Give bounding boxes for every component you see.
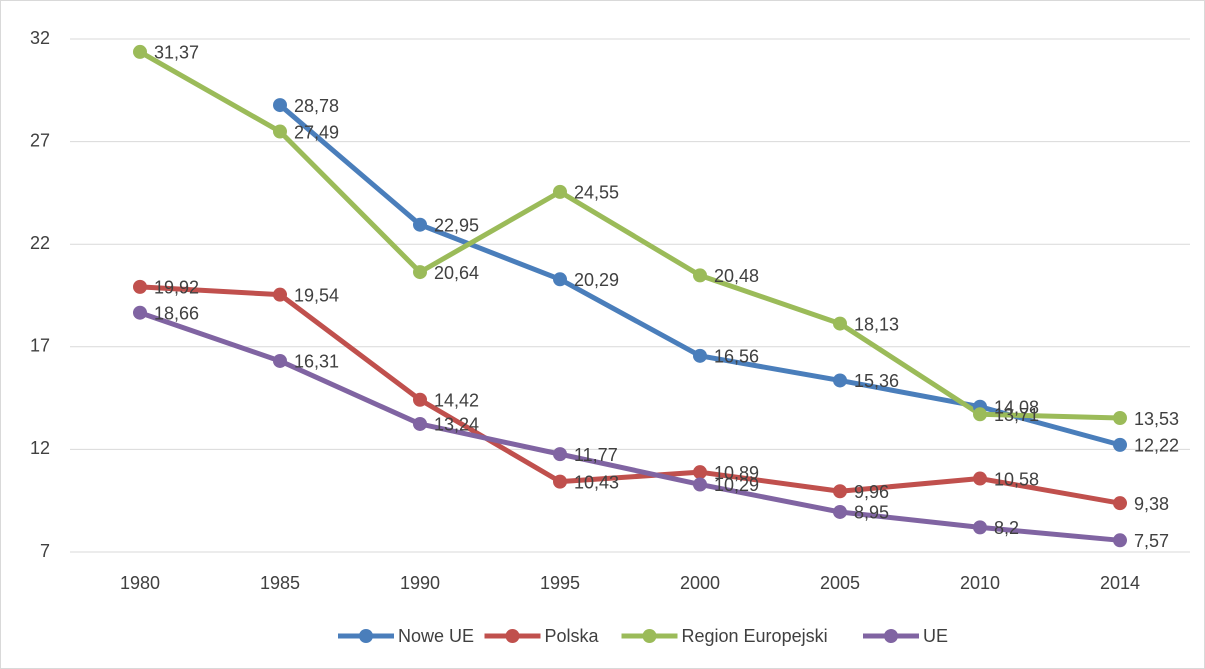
data-label: 10,43 (574, 472, 619, 492)
data-label: 9,96 (854, 482, 889, 502)
point (413, 392, 427, 407)
legend-marker (505, 629, 520, 643)
data-label: 24,55 (574, 183, 619, 203)
point (273, 98, 287, 113)
point (553, 447, 567, 462)
data-label: 20,64 (434, 263, 479, 283)
x-tick-label: 2014 (1100, 573, 1140, 593)
y-tick-label: 17 (30, 336, 50, 356)
series-line (137, 49, 1123, 421)
series-line (137, 310, 1123, 543)
data-label: 19,92 (154, 278, 199, 298)
data-label: 7,57 (1134, 531, 1169, 551)
data-label: 19,54 (294, 285, 339, 305)
data-label: 27,49 (294, 122, 339, 142)
point (273, 353, 287, 368)
point (973, 471, 987, 486)
data-label: 14,08 (994, 397, 1039, 417)
point (273, 287, 287, 302)
point (1113, 533, 1127, 548)
point (553, 184, 567, 199)
series-line (137, 284, 1123, 506)
data-label: 31,37 (154, 43, 199, 63)
data-label: 20,48 (714, 266, 759, 286)
y-tick-label: 22 (30, 233, 50, 253)
y-tick-label: 7 (40, 541, 50, 561)
point (413, 416, 427, 431)
point (1113, 437, 1127, 452)
point (1113, 496, 1127, 511)
x-tick-label: 1985 (260, 573, 300, 593)
legend-marker (642, 629, 657, 643)
legend-label: Region Europejski (682, 626, 828, 646)
data-label: 16,56 (714, 347, 759, 367)
data-label: 22,95 (434, 215, 479, 235)
data-label: 18,13 (854, 314, 899, 334)
data-label: 10,58 (994, 469, 1039, 489)
data-label: 13,53 (1134, 409, 1179, 429)
legend-label: UE (923, 626, 948, 646)
y-tick-label: 32 (30, 28, 50, 48)
point (133, 279, 147, 294)
point (693, 348, 707, 363)
data-label: 13,71 (994, 405, 1039, 425)
point (693, 268, 707, 283)
point (693, 465, 707, 480)
data-label: 10,29 (714, 475, 759, 495)
legend-label: Polska (545, 626, 600, 646)
data-label: 9,38 (1134, 494, 1169, 514)
point (553, 272, 567, 287)
point (833, 316, 847, 331)
data-label: 13,24 (434, 415, 479, 435)
legend-marker (359, 629, 373, 643)
point (833, 373, 847, 388)
y-tick-label: 12 (30, 438, 50, 458)
point (413, 217, 427, 232)
x-tick-label: 2010 (960, 573, 1000, 593)
point (133, 305, 147, 320)
point (693, 477, 707, 492)
point (973, 520, 987, 535)
point (553, 474, 567, 489)
data-label: 20,29 (574, 270, 619, 290)
y-tick-label: 27 (30, 130, 50, 150)
data-label: 12,22 (1134, 436, 1179, 456)
data-label: 16,31 (294, 352, 339, 372)
data-label: 28,78 (294, 96, 339, 116)
x-tick-label: 2005 (820, 573, 860, 593)
data-label: 8,95 (854, 503, 889, 523)
point (133, 44, 147, 59)
data-label: 10,89 (714, 463, 759, 483)
point (973, 407, 987, 422)
data-label: 18,66 (154, 303, 199, 323)
data-label: 15,36 (854, 371, 899, 391)
point (1113, 411, 1127, 426)
x-tick-label: 1980 (120, 573, 160, 593)
point (273, 124, 287, 139)
point (833, 484, 847, 499)
point (833, 504, 847, 519)
data-label: 8,2 (994, 518, 1019, 538)
x-tick-label: 1990 (400, 573, 440, 593)
data-label: 14,42 (434, 390, 479, 410)
x-tick-label: 1995 (540, 573, 580, 593)
data-label: 11,77 (574, 445, 618, 465)
legend-label: Nowe UE (398, 626, 474, 646)
x-tick-label: 2000 (680, 573, 720, 593)
legend-marker (884, 629, 898, 643)
point (413, 265, 427, 280)
